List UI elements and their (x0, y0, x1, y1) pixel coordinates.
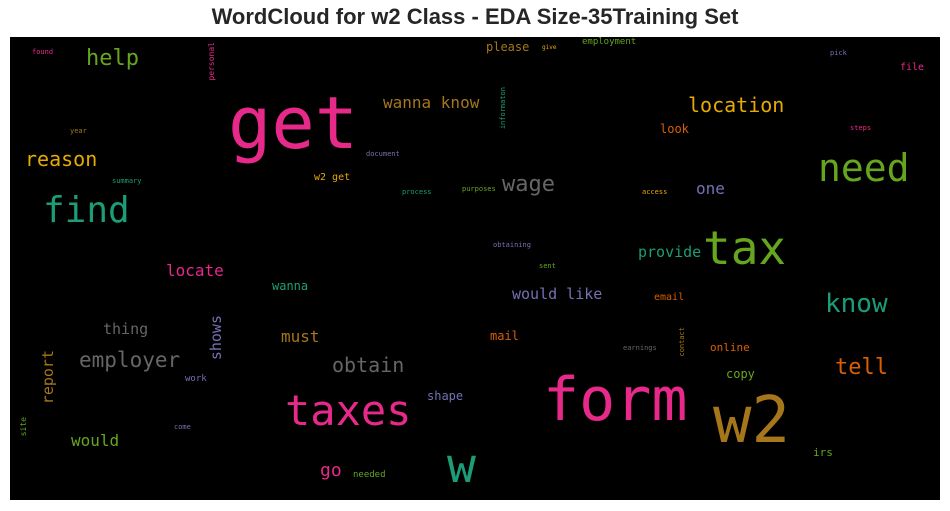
word-site: site (19, 417, 28, 437)
word-tell: tell (835, 355, 888, 380)
word-help: help (86, 46, 139, 71)
word-work: work (185, 374, 207, 384)
word-please: please (486, 40, 530, 54)
word-contact: contact (678, 327, 686, 357)
word-process: process (402, 188, 432, 196)
word-found: found (32, 48, 54, 56)
word-must: must (281, 327, 320, 346)
word-employment: employment (582, 37, 637, 47)
word-come: come (174, 423, 191, 431)
word-w2: w2 (713, 384, 791, 458)
word-look: look (660, 122, 689, 136)
word-email: email (654, 292, 685, 303)
word-shape: shape (427, 389, 464, 403)
word-go: go (320, 460, 342, 481)
word-one: one (696, 179, 725, 198)
word-informaton: informaton (499, 87, 507, 130)
word-taxes: taxes (285, 386, 412, 435)
word-copy: copy (726, 367, 755, 381)
word-shows: shows (207, 315, 225, 361)
word-give: give (542, 44, 557, 51)
word-online: online (710, 341, 750, 354)
wordcloud-canvas: get form w2 w tax taxes need find know help wage re… (10, 37, 940, 500)
word-obtaining: obtaining (493, 241, 531, 249)
word-access: access (642, 188, 668, 196)
word-w2-get: w2 get (314, 172, 351, 183)
word-earnings: earnings (623, 344, 657, 352)
word-report: report (39, 350, 57, 405)
word-get: get (228, 81, 359, 165)
word-wage: wage (502, 172, 555, 197)
word-pick: pick (830, 49, 847, 57)
word-file: file (900, 62, 925, 73)
word-locate: locate (166, 261, 224, 280)
word-sent: sent (539, 262, 556, 270)
word-form: form (543, 365, 688, 435)
word-steps: steps (850, 124, 872, 132)
word-reason: reason (25, 147, 98, 171)
word-personal: personal (207, 42, 216, 81)
word-w: w (447, 438, 476, 494)
word-obtain: obtain (332, 353, 405, 377)
word-year: year (70, 127, 87, 135)
word-document: document (366, 150, 400, 158)
word-would-like: would like (512, 285, 603, 303)
word-summary: summary (112, 177, 142, 185)
word-would: would (71, 431, 120, 450)
word-provide: provide (638, 243, 702, 261)
word-purposes: purposes (462, 185, 496, 193)
word-employer: employer (79, 348, 181, 372)
word-tax: tax (703, 221, 787, 275)
word-wanna-know: wanna know (383, 93, 480, 112)
word-wanna: wanna (272, 279, 309, 293)
word-needed: needed (353, 470, 386, 480)
word-need: need (818, 146, 910, 190)
word-know: know (825, 289, 888, 319)
word-find: find (43, 190, 130, 231)
word-thing: thing (103, 320, 149, 338)
word-location: location (688, 93, 785, 117)
word-irs: irs (813, 446, 833, 459)
word-mail: mail (490, 329, 519, 343)
chart-title: WordCloud for w2 Class - EDA Size-35Trai… (211, 4, 739, 29)
